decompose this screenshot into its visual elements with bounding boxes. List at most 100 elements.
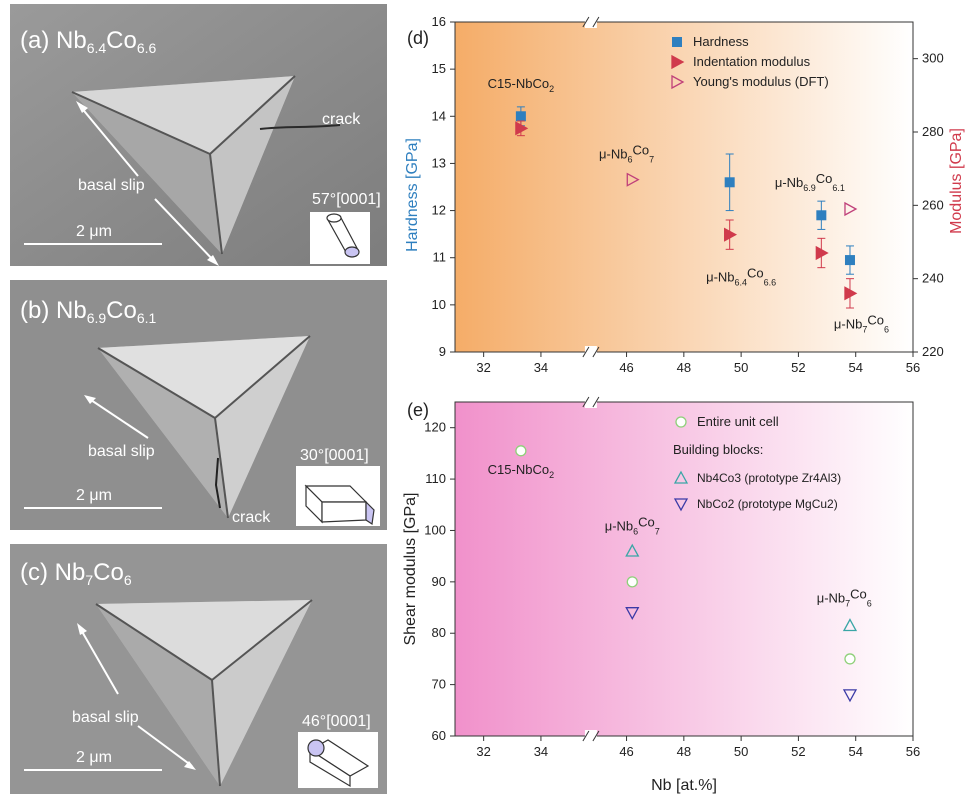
x-tick-label: 56	[906, 360, 920, 375]
legend-heading: Building blocks:	[673, 442, 763, 457]
axis-break-mark	[592, 346, 600, 358]
axis-break-gap	[584, 16, 597, 28]
legend-entry: Entire unit cell	[697, 414, 779, 429]
x-tick-label: 50	[734, 360, 748, 375]
x-tick-label: 54	[848, 360, 862, 375]
data-point-hardness	[515, 111, 526, 122]
basal-slip-label-a: basal slip	[78, 177, 145, 194]
legend-entry: Nb4Co3 (prototype Zr4Al3)	[697, 471, 841, 485]
scale-label-b: 2 μm	[76, 487, 112, 504]
phase-annotation: C15-NbCo2	[488, 76, 554, 94]
y-tick-label: 16	[432, 14, 446, 29]
plot-background	[455, 22, 913, 352]
phase-annotation: C15-NbCo2	[488, 462, 554, 480]
y-tick-label: 100	[424, 522, 446, 537]
panel-label-a: (a) Nb6.4Co6.6	[20, 27, 157, 56]
y-tick-label: 9	[439, 344, 446, 359]
x-axis-label: Nb [at.%]	[651, 777, 717, 794]
data-point-hardness	[844, 255, 855, 266]
axis-break-mark	[592, 730, 600, 742]
data-point-young-s-modulus-dft-	[626, 172, 640, 187]
data-point-indentation-modulus	[515, 121, 529, 136]
sem-image-a: (a) Nb6.4Co6.6 basal slip crack 57°[0001…	[10, 4, 387, 266]
basal-slip-label-b: basal slip	[88, 443, 155, 460]
y-tick-label: 80	[432, 625, 446, 640]
y-tick-label: 110	[425, 471, 446, 486]
axis-break-mark	[592, 396, 600, 408]
panel-label-c: (c) Nb7Co6	[20, 559, 132, 588]
y-tick-label: 10	[432, 297, 446, 312]
y2-tick-label: 280	[922, 124, 944, 139]
data-point-young-s-modulus-dft-	[844, 201, 858, 217]
x-tick-label: 56	[906, 744, 920, 759]
sem-panel-a: (a) Nb6.4Co6.6 basal slip crack 57°[0001…	[10, 4, 387, 266]
sem-image-b: (b) Nb6.9Co6.1 basal slip crack 30°[0001…	[10, 280, 387, 530]
y2-tick-label: 260	[922, 197, 944, 212]
x-tick-label: 52	[791, 360, 805, 375]
crack-label-a: crack	[322, 111, 361, 128]
panel-label-b: (b) Nb6.9Co6.1	[20, 297, 157, 326]
x-tick-label: 48	[677, 360, 691, 375]
y-tick-label: 11	[433, 250, 447, 265]
x-tick-label: 46	[619, 360, 633, 375]
legend-marker	[673, 498, 689, 512]
legend-entry: Young's modulus (DFT)	[693, 74, 829, 89]
phase-annotation: μ-Nb6Co7	[605, 514, 660, 536]
orientation-label-b: 30°[0001]	[300, 447, 369, 464]
axis-break-gap	[584, 730, 597, 742]
y2-tick-label: 240	[922, 271, 944, 286]
crystal-icon-c	[307, 739, 370, 788]
data-point-entire-unit-cell	[626, 576, 638, 588]
x-tick-label: 46	[619, 744, 633, 759]
y-axis-label: Shear modulus [GPa]	[402, 493, 419, 646]
y2-tick-label: 300	[922, 51, 944, 66]
crack-label-b: crack	[232, 509, 271, 526]
plot-background	[455, 402, 913, 736]
crystal-icon-b	[304, 484, 375, 526]
legend-marker	[673, 470, 689, 484]
data-point-indentation-modulus	[724, 227, 738, 242]
scale-label-c: 2 μm	[76, 749, 112, 766]
y2-axis-label: Modulus [GPa]	[948, 128, 965, 234]
x-tick-label: 32	[476, 360, 490, 375]
sem-panel-c: (c) Nb7Co6 basal slip 46°[0001] 2 μm	[10, 544, 387, 794]
phase-annotation: μ-Nb6Co7	[599, 143, 654, 165]
x-tick-label: 48	[677, 744, 691, 759]
y2-tick-label: 220	[922, 344, 944, 359]
orientation-label-a: 57°[0001]	[312, 191, 381, 208]
data-point-entire-unit-cell	[844, 653, 856, 665]
data-point-hardness	[816, 210, 827, 221]
x-tick-label: 54	[848, 744, 862, 759]
axis-break-mark	[582, 396, 590, 408]
phase-annotation: μ-Nb6.4Co6.6	[706, 265, 776, 287]
y-tick-label: 13	[432, 155, 446, 170]
scale-label-a: 2 μm	[76, 223, 112, 240]
legend-marker	[671, 74, 685, 90]
x-tick-label: 34	[534, 360, 548, 375]
legend-entry: NbCo2 (prototype MgCu2)	[697, 497, 838, 511]
y-axis-label: Hardness [GPa]	[404, 138, 421, 252]
axis-break-mark	[592, 16, 600, 28]
panel-letter-e: (e)	[407, 400, 429, 420]
phase-annotation: μ-Nb6.9Co6.1	[775, 171, 845, 193]
axis-break-gap	[584, 346, 597, 358]
data-point-entire-unit-cell	[515, 445, 527, 457]
data-point-nb4co3	[625, 543, 640, 557]
orientation-label-c: 46°[0001]	[302, 713, 371, 730]
data-point-hardness	[724, 177, 735, 188]
axis-break-gap	[584, 396, 597, 408]
axis-break-mark	[582, 730, 590, 742]
legend-marker	[675, 416, 687, 428]
axis-break-mark	[582, 16, 590, 28]
y-tick-label: 120	[424, 420, 446, 435]
y-tick-label: 70	[432, 677, 446, 692]
y-tick-label: 90	[432, 574, 446, 589]
legend-marker	[672, 37, 682, 47]
data-point-indentation-modulus	[815, 245, 829, 261]
data-point-nb4co3	[842, 618, 858, 632]
sem-image-c: (c) Nb7Co6 basal slip 46°[0001] 2 μm	[10, 544, 387, 794]
crystal-icon-a	[326, 213, 360, 258]
x-tick-label: 50	[734, 744, 748, 759]
x-tick-label: 32	[476, 744, 490, 759]
y-tick-label: 15	[432, 61, 446, 76]
